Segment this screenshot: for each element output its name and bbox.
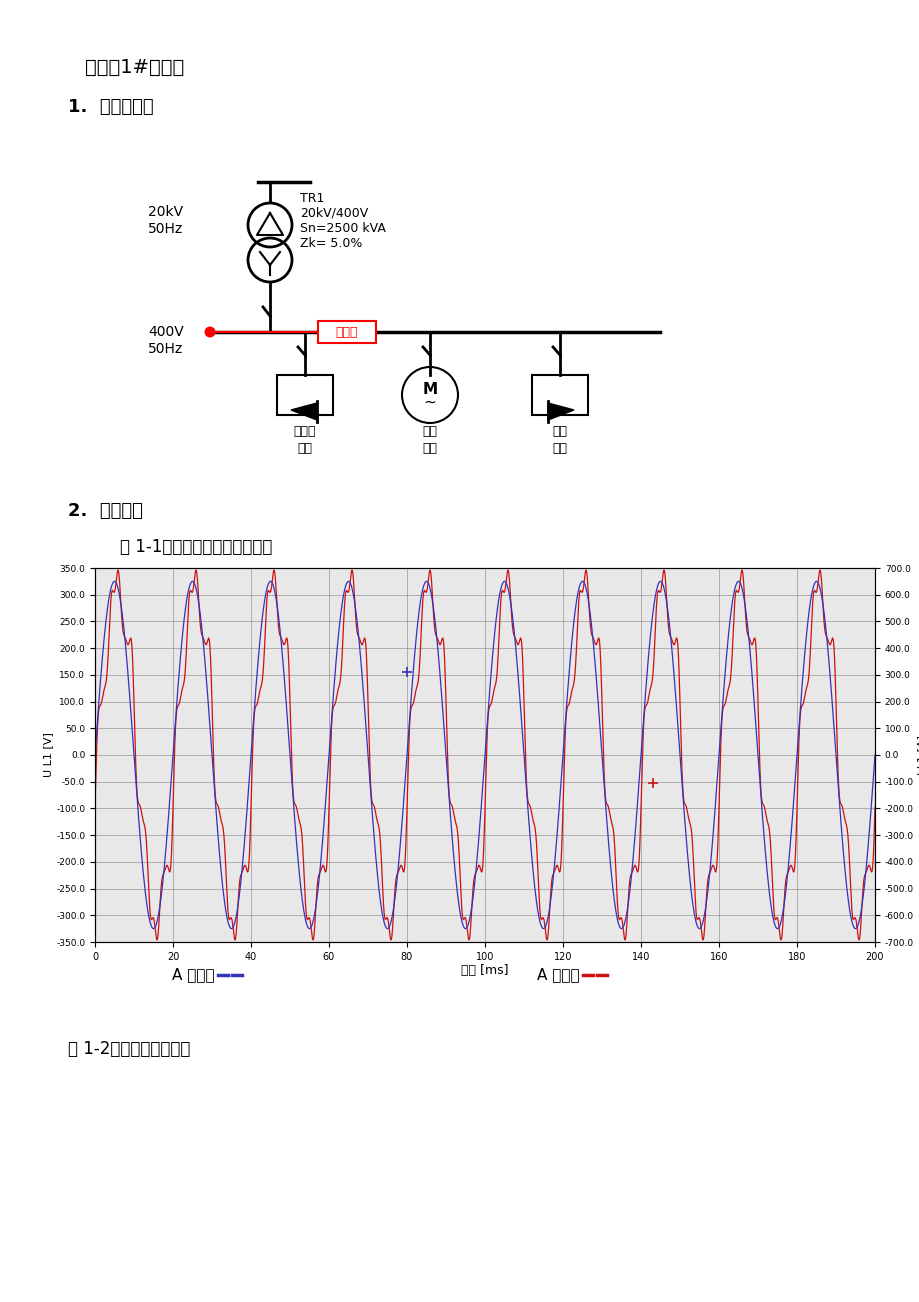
Text: 变频器: 变频器 [293, 424, 316, 437]
Text: Zk= 5.0%: Zk= 5.0% [300, 237, 362, 250]
Text: 图 1-2　基波电压趋势图: 图 1-2 基波电压趋势图 [68, 1040, 190, 1059]
Text: 测量点: 测量点 [335, 326, 357, 339]
Polygon shape [548, 404, 573, 421]
Text: 1.  测量示意图: 1. 测量示意图 [68, 98, 153, 116]
Text: 400V: 400V [148, 326, 184, 339]
Text: ~: ~ [423, 395, 436, 410]
Y-axis label: I L1 [A]: I L1 [A] [915, 736, 919, 775]
Text: 20kV/400V: 20kV/400V [300, 207, 368, 220]
Y-axis label: U L1 [V]: U L1 [V] [43, 733, 53, 777]
Bar [531, 375, 587, 415]
Circle shape [204, 327, 215, 337]
Polygon shape [290, 404, 317, 421]
Bar [318, 322, 376, 342]
Text: TR1: TR1 [300, 191, 324, 204]
Text: 2.  量测记录: 2. 量测记录 [68, 503, 142, 519]
Text: 图 1-1　瞬时电压、电流波形图: 图 1-1 瞬时电压、电流波形图 [119, 538, 272, 556]
Text: 电机: 电机 [422, 424, 437, 437]
Text: A 相电压: A 相电压 [172, 967, 215, 983]
Text: 50Hz: 50Hz [148, 223, 183, 236]
Text: （一）1#变压器: （一）1#变压器 [85, 59, 184, 77]
Text: Sn=2500 kVA: Sn=2500 kVA [300, 223, 385, 234]
Text: 单相: 单相 [552, 441, 567, 454]
X-axis label: 时间 [ms]: 时间 [ms] [460, 965, 508, 978]
Text: 50Hz: 50Hz [148, 342, 183, 355]
Text: A 相电流: A 相电流 [537, 967, 579, 983]
Text: 三相: 三相 [422, 441, 437, 454]
Bar [277, 375, 333, 415]
Text: 三相: 三相 [297, 441, 312, 454]
Text: 20kV: 20kV [148, 204, 183, 219]
Text: 照明: 照明 [552, 424, 567, 437]
Text: M: M [422, 383, 437, 397]
